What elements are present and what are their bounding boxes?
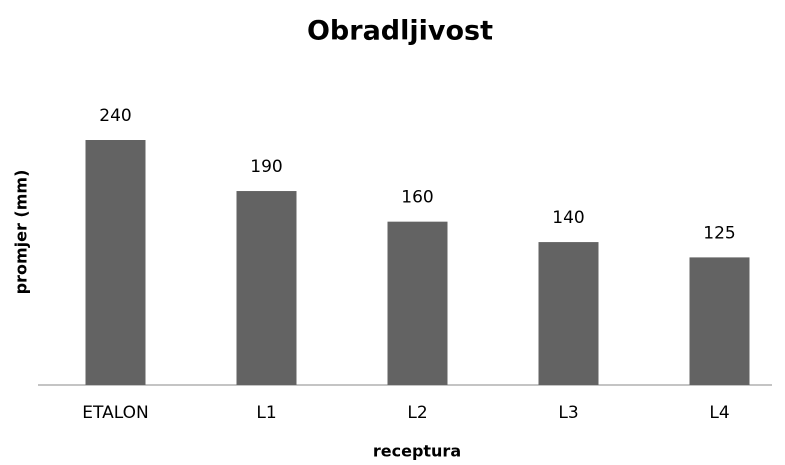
data-label: 160 xyxy=(401,188,433,208)
x-axis-title: receptura xyxy=(373,442,461,461)
bar xyxy=(387,221,448,385)
bar xyxy=(85,140,146,385)
data-label: 190 xyxy=(250,157,282,177)
data-label: 240 xyxy=(99,106,131,126)
x-tick-label: L2 xyxy=(407,403,427,423)
x-tick-label: L3 xyxy=(558,403,578,423)
bar xyxy=(538,242,599,385)
data-label: 140 xyxy=(552,208,584,228)
data-label: 125 xyxy=(703,223,735,243)
chart-title: Obradljivost xyxy=(307,16,493,47)
x-tick-label: L4 xyxy=(709,403,729,423)
bar xyxy=(236,191,297,385)
bar xyxy=(689,257,750,385)
y-axis-title: promjer (mm) xyxy=(12,170,31,295)
x-tick-label: ETALON xyxy=(82,403,148,423)
x-tick-label: L1 xyxy=(256,403,276,423)
